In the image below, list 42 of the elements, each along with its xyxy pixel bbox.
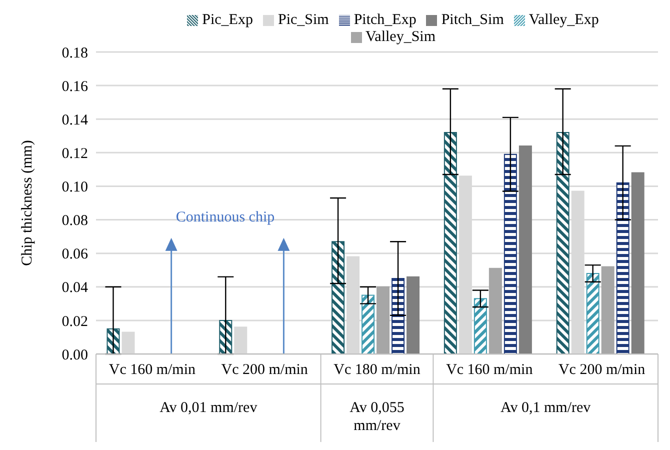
bar xyxy=(406,276,420,354)
bar xyxy=(616,182,630,354)
y-tick-label: 0.04 xyxy=(62,280,88,296)
bar xyxy=(474,298,487,354)
bar xyxy=(504,154,517,354)
x-tick-label: Vc 180 m/min xyxy=(334,362,421,378)
bar xyxy=(631,172,644,354)
annotation: Continuous chip xyxy=(176,209,275,226)
x-tick-label: Vc 200 m/min xyxy=(558,362,646,378)
bar xyxy=(332,241,345,354)
x-tick-label: Vc 160 m/min xyxy=(446,362,534,378)
y-tick-label: 0.14 xyxy=(62,112,88,128)
bar xyxy=(444,132,457,354)
y-tick-label: 0.16 xyxy=(62,78,88,95)
y-tick-label: 0.10 xyxy=(62,180,88,196)
y-tick-label: 0.00 xyxy=(62,347,88,364)
bar xyxy=(219,320,232,354)
bar xyxy=(601,266,614,354)
bar xyxy=(488,268,502,354)
text: Av 0,01 mm/rev xyxy=(160,400,258,416)
y-tick-label: 0.02 xyxy=(62,314,88,330)
bar xyxy=(586,272,600,354)
bar xyxy=(392,278,405,354)
y-tick-label: 0.06 xyxy=(62,246,88,263)
y-tick-label: 0.08 xyxy=(62,213,88,230)
legend-label: Valley_Sim xyxy=(366,29,436,45)
legend-label: Pitch_Exp xyxy=(354,12,416,28)
legend-label: Pic_Exp xyxy=(202,12,253,28)
y-tick-label: 0.12 xyxy=(62,146,88,162)
bar xyxy=(518,145,532,354)
bar xyxy=(376,286,390,354)
legend-label: Valley_Exp xyxy=(528,12,599,28)
text: Av 0,055 mm/rev xyxy=(350,400,404,434)
y-axis-title: Chip thickness (mm) xyxy=(19,140,36,266)
x-tick-label: Vc 200 m/min xyxy=(221,362,308,378)
bar xyxy=(556,132,570,354)
legend-label: Pitch_Sim xyxy=(441,12,504,28)
x-tick-label: Vc 160 m/min xyxy=(108,362,196,378)
text: Av 0,1 mm/rev xyxy=(500,400,592,416)
legend-label: Pic_Sim xyxy=(278,12,329,28)
y-tick-label: 0.18 xyxy=(62,45,88,62)
bar xyxy=(362,294,375,354)
